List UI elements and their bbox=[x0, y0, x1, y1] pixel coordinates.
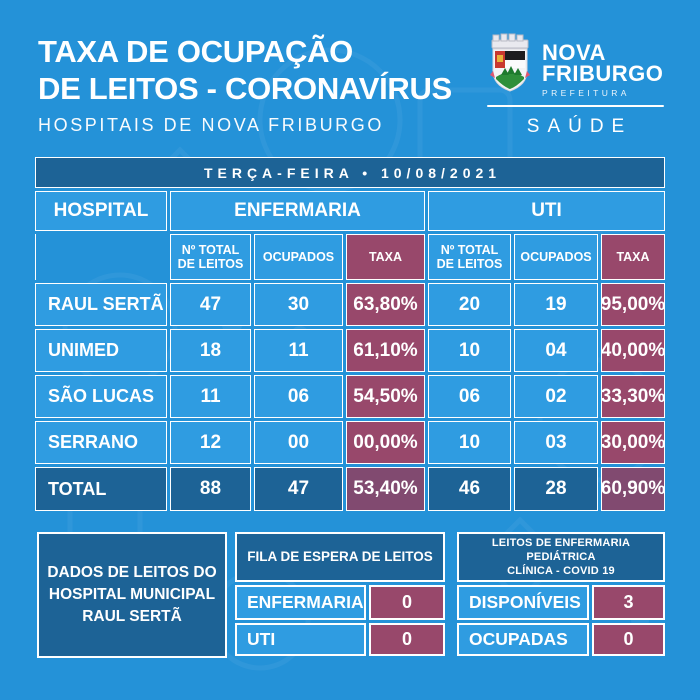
enf-ocupados-cell: 30 bbox=[254, 283, 343, 326]
page-subtitle: HOSPITAIS DE NOVA FRIBURGO bbox=[38, 115, 384, 135]
enf-ocupados-cell: 11 bbox=[254, 329, 343, 372]
logo-divider-line bbox=[487, 105, 664, 107]
dados-leitos-note-box: DADOS DE LEITOS DO HOSPITAL MUNICIPAL RA… bbox=[37, 532, 227, 658]
fila-espera-panel: FILA DE ESPERA DE LEITOS ENFERMARIA 0 UT… bbox=[235, 532, 445, 656]
coat-of-arms-icon bbox=[490, 33, 530, 92]
subheader-spacer bbox=[35, 234, 167, 280]
column-header-hospital: HOSPITAL bbox=[35, 191, 167, 231]
total-enf-ocupados-cell: 47 bbox=[254, 467, 343, 511]
fila-espera-title: FILA DE ESPERA DE LEITOS bbox=[235, 532, 445, 582]
enf-total-cell: 18 bbox=[170, 329, 251, 372]
ocupadas-label: OCUPADAS bbox=[457, 623, 589, 656]
total-uti-taxa-cell: 60,90% bbox=[601, 467, 665, 511]
fila-uti-value: 0 bbox=[369, 623, 445, 656]
total-uti-ocupados-cell: 28 bbox=[514, 467, 598, 511]
uti-taxa-cell: 33,30% bbox=[601, 375, 665, 418]
enf-ocupados-cell: 06 bbox=[254, 375, 343, 418]
uti-taxa-cell: 30,00% bbox=[601, 421, 665, 464]
hospital-name-cell: RAUL SERTÃ bbox=[35, 283, 167, 326]
fila-enfermaria-label: ENFERMARIA bbox=[235, 585, 366, 620]
logo-wordmark: NOVA FRIBURGO PREFEITURA bbox=[542, 40, 664, 99]
ocupadas-value: 0 bbox=[592, 623, 665, 656]
total-enf-total-cell: 88 bbox=[170, 467, 251, 511]
total-enf-taxa-cell: 53,40% bbox=[346, 467, 425, 511]
uti-total-cell: 20 bbox=[428, 283, 511, 326]
logo-top-row: NOVA FRIBURGO PREFEITURA bbox=[487, 33, 664, 98]
total-uti-total-cell: 46 bbox=[428, 467, 511, 511]
date-bar: TERÇA-FEIRA • 10/08/2021 bbox=[35, 157, 665, 188]
enf-total-cell: 47 bbox=[170, 283, 251, 326]
occupancy-table: TERÇA-FEIRA • 10/08/2021 HOSPITAL ENFERM… bbox=[35, 157, 665, 511]
uti-ocupados-cell: 19 bbox=[514, 283, 598, 326]
enf-total-cell: 11 bbox=[170, 375, 251, 418]
uti-total-cell: 10 bbox=[428, 329, 511, 372]
fila-uti-label: UTI bbox=[235, 623, 366, 656]
hospital-name-cell: SÃO LUCAS bbox=[35, 375, 167, 418]
uti-taxa-cell: 95,00% bbox=[601, 283, 665, 326]
subheader-uti-ocupados: OCUPADOS bbox=[514, 234, 598, 280]
logo-org-label: PREFEITURA bbox=[542, 88, 630, 98]
prefeitura-logo: NOVA FRIBURGO PREFEITURA SAÚDE bbox=[487, 33, 664, 138]
total-label-cell: TOTAL bbox=[35, 467, 167, 511]
title-line-2: DE LEITOS - CORONAVÍRUS bbox=[38, 71, 452, 106]
uti-taxa-cell: 40,00% bbox=[601, 329, 665, 372]
uti-total-cell: 10 bbox=[428, 421, 511, 464]
enf-taxa-cell: 54,50% bbox=[346, 375, 425, 418]
enf-taxa-cell: 00,00% bbox=[346, 421, 425, 464]
page-title: TAXA DE OCUPAÇÃO DE LEITOS - CORONAVÍRUS… bbox=[38, 33, 452, 136]
subheader-uti-total: Nº TOTAL DE LEITOS bbox=[428, 234, 511, 280]
hospital-name-cell: SERRANO bbox=[35, 421, 167, 464]
uti-ocupados-cell: 02 bbox=[514, 375, 598, 418]
enf-ocupados-cell: 00 bbox=[254, 421, 343, 464]
leitos-pediatria-title: LEITOS DE ENFERMARIA PEDIÁTRICA CLÍNICA … bbox=[457, 532, 665, 582]
uti-ocupados-cell: 03 bbox=[514, 421, 598, 464]
column-group-uti: UTI bbox=[428, 191, 665, 231]
enf-total-cell: 12 bbox=[170, 421, 251, 464]
uti-ocupados-cell: 04 bbox=[514, 329, 598, 372]
fila-enfermaria-value: 0 bbox=[369, 585, 445, 620]
title-line-1: TAXA DE OCUPAÇÃO bbox=[38, 34, 353, 69]
logo-name-line1: NOVA bbox=[542, 40, 606, 65]
column-group-enfermaria: ENFERMARIA bbox=[170, 191, 425, 231]
enf-taxa-cell: 61,10% bbox=[346, 329, 425, 372]
uti-total-cell: 06 bbox=[428, 375, 511, 418]
subheader-enf-taxa: TAXA bbox=[346, 234, 425, 280]
logo-name-line2: FRIBURGO bbox=[542, 61, 664, 86]
subheader-enf-total: Nº TOTAL DE LEITOS bbox=[170, 234, 251, 280]
subheader-enf-ocupados: OCUPADOS bbox=[254, 234, 343, 280]
logo-department-label: SAÚDE bbox=[526, 116, 633, 137]
disponiveis-value: 3 bbox=[592, 585, 665, 620]
disponiveis-label: DISPONÍVEIS bbox=[457, 585, 589, 620]
subheader-uti-taxa: TAXA bbox=[601, 234, 665, 280]
enf-taxa-cell: 63,80% bbox=[346, 283, 425, 326]
hospital-name-cell: UNIMED bbox=[35, 329, 167, 372]
leitos-pediatria-panel: LEITOS DE ENFERMARIA PEDIÁTRICA CLÍNICA … bbox=[457, 532, 665, 656]
